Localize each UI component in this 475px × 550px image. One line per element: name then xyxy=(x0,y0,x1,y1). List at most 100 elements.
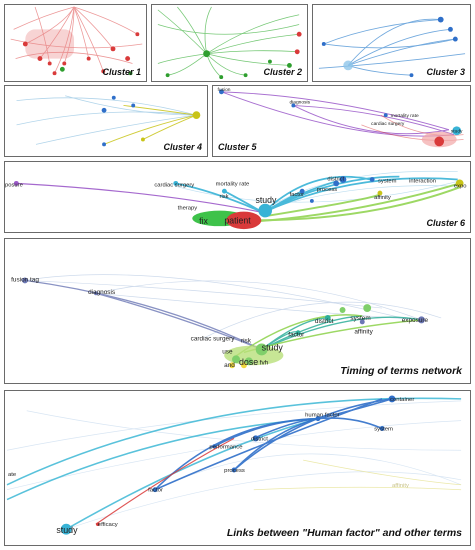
node xyxy=(111,95,116,100)
node xyxy=(388,395,396,403)
node xyxy=(452,36,458,42)
c6-label-cardiac: cardiac surgery xyxy=(154,182,194,188)
links-label-performance: performance xyxy=(209,444,243,450)
node xyxy=(60,523,72,535)
timing-label-fusion: fusion tag xyxy=(11,276,39,283)
node xyxy=(128,71,133,76)
cluster5-label-left: fusion xyxy=(218,87,231,93)
c6-label-risk: risk xyxy=(220,194,229,200)
edge xyxy=(73,6,138,35)
cluster-6-caption: Cluster 6 xyxy=(426,218,465,228)
node xyxy=(295,330,301,336)
node xyxy=(152,487,158,493)
timing-label-cardiac: cardiac surgery xyxy=(191,336,236,343)
node xyxy=(96,522,100,527)
node xyxy=(102,142,106,147)
node xyxy=(203,50,211,58)
node xyxy=(101,69,106,74)
node xyxy=(286,62,292,68)
timing-network: fusion tag diagnosis cardiac surgery ris… xyxy=(11,274,442,369)
cluster-2-caption: Cluster 2 xyxy=(263,67,302,77)
node xyxy=(59,66,65,72)
node xyxy=(21,277,28,284)
c6-label-factor: factor xyxy=(290,192,305,198)
node xyxy=(417,316,425,324)
node xyxy=(369,177,375,182)
edge xyxy=(39,6,75,59)
edge xyxy=(317,417,383,430)
node xyxy=(93,291,98,296)
edge xyxy=(167,53,207,76)
node xyxy=(321,42,326,46)
timing-label-factor: factor xyxy=(288,332,305,339)
node xyxy=(333,180,340,187)
edge xyxy=(13,6,75,30)
node xyxy=(258,203,273,218)
node xyxy=(165,73,170,78)
links-label-efficacy: efficacy xyxy=(98,522,118,528)
c6-label-affinity: affinity xyxy=(374,195,391,201)
node xyxy=(339,307,346,313)
node xyxy=(141,137,145,142)
node xyxy=(255,343,268,356)
c6-label-district: district xyxy=(327,176,344,182)
node xyxy=(219,75,224,80)
timing-label-system: system xyxy=(350,315,370,322)
node xyxy=(37,56,43,62)
edge xyxy=(175,182,264,214)
c6-label-mortality: mortality rate xyxy=(216,181,250,187)
edge xyxy=(262,175,371,214)
node xyxy=(125,56,131,62)
timing-label-dose: dose xyxy=(239,357,258,367)
cluster-2-panel: Cluster 2 xyxy=(151,4,308,82)
edge xyxy=(24,279,262,351)
timing-label-fvh: fvh xyxy=(260,359,269,366)
edge xyxy=(380,114,464,136)
cluster-4-panel: Cluster 4 xyxy=(4,85,208,157)
edge xyxy=(262,177,458,214)
node xyxy=(324,314,331,321)
node xyxy=(296,31,302,37)
node xyxy=(377,190,383,196)
edge xyxy=(206,33,300,55)
edge xyxy=(157,9,207,54)
node xyxy=(221,188,227,194)
c6-label-exposure-right: expo xyxy=(454,183,467,189)
edge xyxy=(95,292,262,351)
timing-label-study: study xyxy=(262,342,284,352)
node xyxy=(379,426,385,431)
node xyxy=(231,467,237,473)
node xyxy=(434,136,445,147)
links-label-system: system xyxy=(374,426,393,432)
edge xyxy=(35,114,197,145)
links-label-study: study xyxy=(56,525,78,535)
edge xyxy=(123,104,197,116)
edge xyxy=(348,38,456,66)
edge xyxy=(34,6,51,64)
edge xyxy=(157,24,300,35)
node xyxy=(452,126,462,136)
links-caption: Links between "Human factor" and other t… xyxy=(226,527,462,539)
node xyxy=(437,16,444,23)
node xyxy=(359,319,365,325)
node xyxy=(294,49,300,55)
cluster-1-caption: Cluster 1 xyxy=(102,67,141,77)
edge xyxy=(233,398,393,471)
edge xyxy=(204,6,212,54)
edge xyxy=(206,53,290,66)
edge xyxy=(16,111,197,126)
cluster-6-panel: exposure mortality rate cardiac surgery … xyxy=(4,161,471,233)
node xyxy=(252,435,259,442)
links-label-container: container xyxy=(390,397,414,403)
node xyxy=(62,61,67,66)
links-label-process: process xyxy=(224,468,245,474)
links-label-left-edge: ate xyxy=(8,472,17,478)
cluster-2-network xyxy=(157,6,302,80)
timing-label-district: district xyxy=(315,318,334,325)
node xyxy=(110,46,116,52)
node xyxy=(363,304,372,312)
edge xyxy=(206,14,300,55)
cluster-6-network: exposure mortality rate cardiac surgery … xyxy=(5,170,467,230)
edge xyxy=(16,97,197,116)
edge xyxy=(142,114,197,140)
